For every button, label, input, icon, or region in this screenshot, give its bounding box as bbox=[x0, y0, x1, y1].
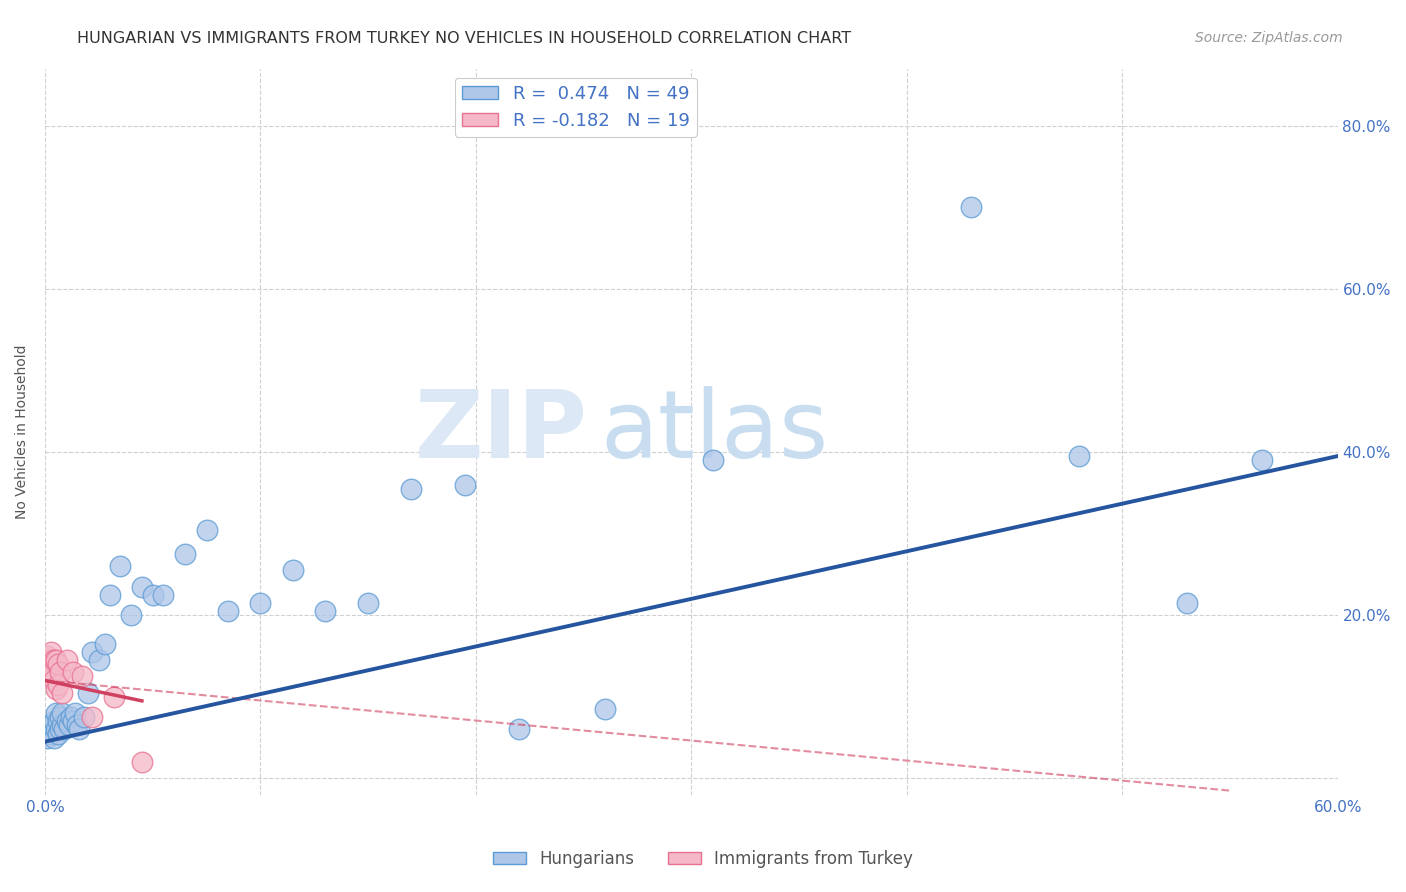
Point bbox=[1251, 453, 1274, 467]
Text: HUNGARIAN VS IMMIGRANTS FROM TURKEY NO VEHICLES IN HOUSEHOLD CORRELATION CHART: HUNGARIAN VS IMMIGRANTS FROM TURKEY NO V… bbox=[77, 31, 852, 46]
Point bbox=[41, 718, 63, 732]
Y-axis label: No Vehicles in Household: No Vehicles in Household bbox=[15, 344, 30, 519]
Text: atlas: atlas bbox=[600, 385, 830, 477]
Point bbox=[46, 714, 69, 729]
Point bbox=[62, 714, 84, 729]
Point bbox=[66, 718, 89, 732]
Point bbox=[41, 726, 63, 740]
Legend: R =  0.474   N = 49, R = -0.182   N = 19: R = 0.474 N = 49, R = -0.182 N = 19 bbox=[454, 78, 696, 137]
Point bbox=[1175, 596, 1198, 610]
Point bbox=[42, 731, 65, 745]
Text: ZIP: ZIP bbox=[415, 385, 588, 477]
Point bbox=[46, 657, 69, 672]
Point bbox=[49, 710, 72, 724]
Point bbox=[217, 604, 239, 618]
Point bbox=[49, 665, 72, 680]
Point bbox=[45, 681, 67, 696]
Point bbox=[55, 714, 77, 729]
Point bbox=[87, 653, 110, 667]
Point bbox=[51, 686, 73, 700]
Point bbox=[42, 673, 65, 688]
Point bbox=[42, 714, 65, 729]
Text: Source: ZipAtlas.com: Source: ZipAtlas.com bbox=[1195, 31, 1343, 45]
Point bbox=[508, 723, 530, 737]
Point bbox=[45, 706, 67, 720]
Point bbox=[55, 653, 77, 667]
Point bbox=[702, 453, 724, 467]
Point bbox=[45, 653, 67, 667]
Point bbox=[63, 706, 86, 720]
Point bbox=[49, 723, 72, 737]
Point bbox=[960, 200, 983, 214]
Point bbox=[103, 690, 125, 704]
Point bbox=[174, 547, 197, 561]
Point bbox=[82, 645, 104, 659]
Point bbox=[131, 755, 153, 769]
Point bbox=[142, 588, 165, 602]
Point bbox=[131, 580, 153, 594]
Point bbox=[249, 596, 271, 610]
Point bbox=[357, 596, 380, 610]
Point bbox=[46, 677, 69, 691]
Point bbox=[38, 665, 60, 680]
Point bbox=[152, 588, 174, 602]
Point bbox=[69, 723, 91, 737]
Point bbox=[454, 477, 477, 491]
Point bbox=[98, 588, 121, 602]
Point bbox=[51, 706, 73, 720]
Point bbox=[38, 723, 60, 737]
Point bbox=[1069, 449, 1091, 463]
Point bbox=[593, 702, 616, 716]
Point bbox=[62, 665, 84, 680]
Point bbox=[51, 718, 73, 732]
Point bbox=[41, 645, 63, 659]
Point bbox=[195, 523, 218, 537]
Point bbox=[37, 648, 59, 663]
Point bbox=[46, 726, 69, 740]
Point bbox=[42, 653, 65, 667]
Point bbox=[53, 723, 76, 737]
Point bbox=[314, 604, 336, 618]
Point bbox=[82, 710, 104, 724]
Point bbox=[77, 686, 100, 700]
Point bbox=[120, 608, 142, 623]
Point bbox=[399, 482, 422, 496]
Point bbox=[59, 710, 82, 724]
Point bbox=[41, 665, 63, 680]
Point bbox=[73, 710, 96, 724]
Point bbox=[38, 653, 60, 667]
Point bbox=[281, 563, 304, 577]
Point bbox=[110, 559, 132, 574]
Point bbox=[58, 718, 80, 732]
Point bbox=[94, 637, 117, 651]
Point bbox=[45, 723, 67, 737]
Point bbox=[70, 669, 93, 683]
Point bbox=[37, 731, 59, 745]
Legend: Hungarians, Immigrants from Turkey: Hungarians, Immigrants from Turkey bbox=[486, 844, 920, 875]
